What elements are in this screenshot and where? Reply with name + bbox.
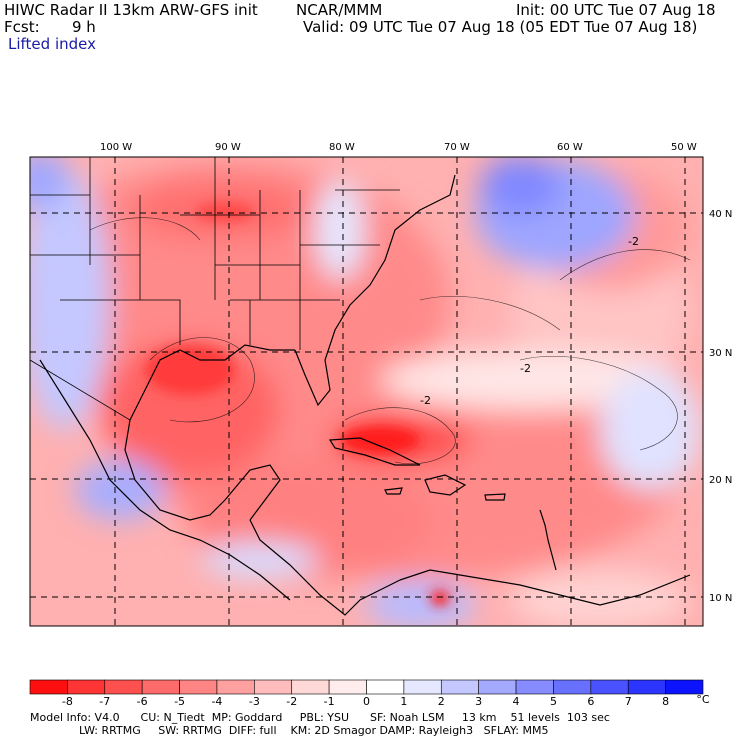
colorbar-swatch: [403, 679, 442, 695]
lon-label-70w: 70 W: [444, 142, 470, 153]
contour-lines: [89, 217, 691, 465]
colorbar-tick-label: -3: [248, 695, 260, 708]
colorbar-swatch: [478, 679, 517, 695]
colorbar-tick-label: 5: [549, 695, 557, 708]
colorbar-tick-label: 3: [475, 695, 483, 708]
colorbar-swatch: [440, 679, 479, 695]
colorbar-tick-label: 1: [400, 695, 408, 708]
colorbar-swatch: [553, 679, 592, 695]
lat-label-40n: 40 N: [709, 209, 732, 220]
colorbar-tick-label: 8: [662, 695, 670, 708]
model-title: HIWC Radar II 13km ARW-GFS init: [4, 1, 258, 19]
colorbar-swatch: [627, 679, 666, 695]
colorbar-swatch: [291, 679, 330, 695]
colorbar: [29, 679, 704, 695]
lon-label-60w: 60 W: [557, 142, 583, 153]
colorbar-tick-label: 2: [437, 695, 445, 708]
colorbar-tick-label: 6: [587, 695, 595, 708]
colorbar-tick-label: -2: [286, 695, 298, 708]
state-borders: [30, 157, 400, 421]
colorbar-swatch: [141, 679, 180, 695]
colorbar-swatch: [29, 679, 68, 695]
coastlines: [39, 174, 691, 616]
field-name: Lifted index: [8, 35, 96, 53]
lon-label-80w: 80 W: [329, 142, 355, 153]
colorbar-tick-label: -1: [323, 695, 335, 708]
colorbar-tick-label: 0: [363, 695, 370, 708]
map-field: [30, 157, 703, 626]
org-label: NCAR/MMM: [296, 1, 383, 19]
lon-label-100w: 100 W: [100, 142, 132, 153]
colorbar-swatch: [179, 679, 218, 695]
colorbar-swatch: [590, 679, 629, 695]
colorbar-tick-label: -5: [174, 695, 186, 708]
valid-time: Valid: 09 UTC Tue 07 Aug 18 (05 EDT Tue …: [303, 18, 698, 36]
colorbar-unit: °C: [696, 693, 710, 706]
lat-label-30n: 30 N: [709, 348, 732, 359]
graticule: [30, 157, 703, 626]
lon-label-50w: 50 W: [671, 142, 697, 153]
model-info-line2: LW: RRTMG SW: RRTMG DIFF: full KM: 2D Sm…: [30, 724, 549, 737]
colorbar-tick-label: -6: [136, 695, 148, 708]
colorbar-swatch: [254, 679, 293, 695]
contour-label: -2: [420, 394, 431, 407]
colorbar-tick-label: -8: [61, 695, 73, 708]
colorbar-swatch: [104, 679, 143, 695]
colorbar-tick-label: -7: [99, 695, 111, 708]
init-time: Init: 00 UTC Tue 07 Aug 18: [516, 1, 716, 19]
forecast-hour: 9 h: [72, 18, 96, 36]
colorbar-swatch: [366, 679, 405, 695]
forecast-label: Fcst:: [4, 18, 40, 36]
colorbar-swatch: [216, 679, 255, 695]
lat-label-20n: 20 N: [709, 475, 732, 486]
lat-label-10n: 10 N: [709, 593, 732, 604]
colorbar-tick-label: 4: [512, 695, 520, 708]
colorbar-tick-label: -4: [211, 695, 223, 708]
colorbar-swatch: [665, 679, 704, 695]
contour-label: -2: [628, 235, 639, 248]
colorbar-tick-label: 7: [624, 695, 632, 708]
colorbar-swatch: [67, 679, 106, 695]
colorbar-swatch: [515, 679, 554, 695]
contour-label: -2: [520, 362, 531, 375]
model-info-line1: Model Info: V4.0 CU: N_Tiedt MP: Goddard…: [30, 711, 610, 724]
lon-label-90w: 90 W: [215, 142, 241, 153]
colorbar-swatch: [328, 679, 367, 695]
